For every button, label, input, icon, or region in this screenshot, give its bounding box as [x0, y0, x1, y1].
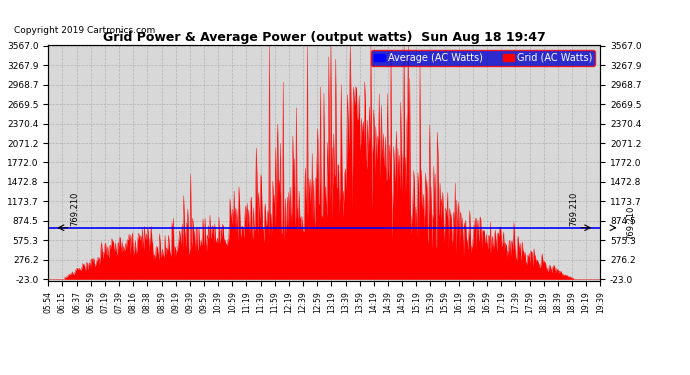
Text: 769.210: 769.210 [626, 205, 635, 240]
Legend: Average (AC Watts), Grid (AC Watts): Average (AC Watts), Grid (AC Watts) [371, 50, 595, 66]
Text: 769.210: 769.210 [570, 192, 579, 226]
Title: Grid Power & Average Power (output watts)  Sun Aug 18 19:47: Grid Power & Average Power (output watts… [103, 31, 546, 44]
Text: 769.210: 769.210 [70, 192, 79, 226]
Text: Copyright 2019 Cartronics.com: Copyright 2019 Cartronics.com [14, 26, 155, 35]
